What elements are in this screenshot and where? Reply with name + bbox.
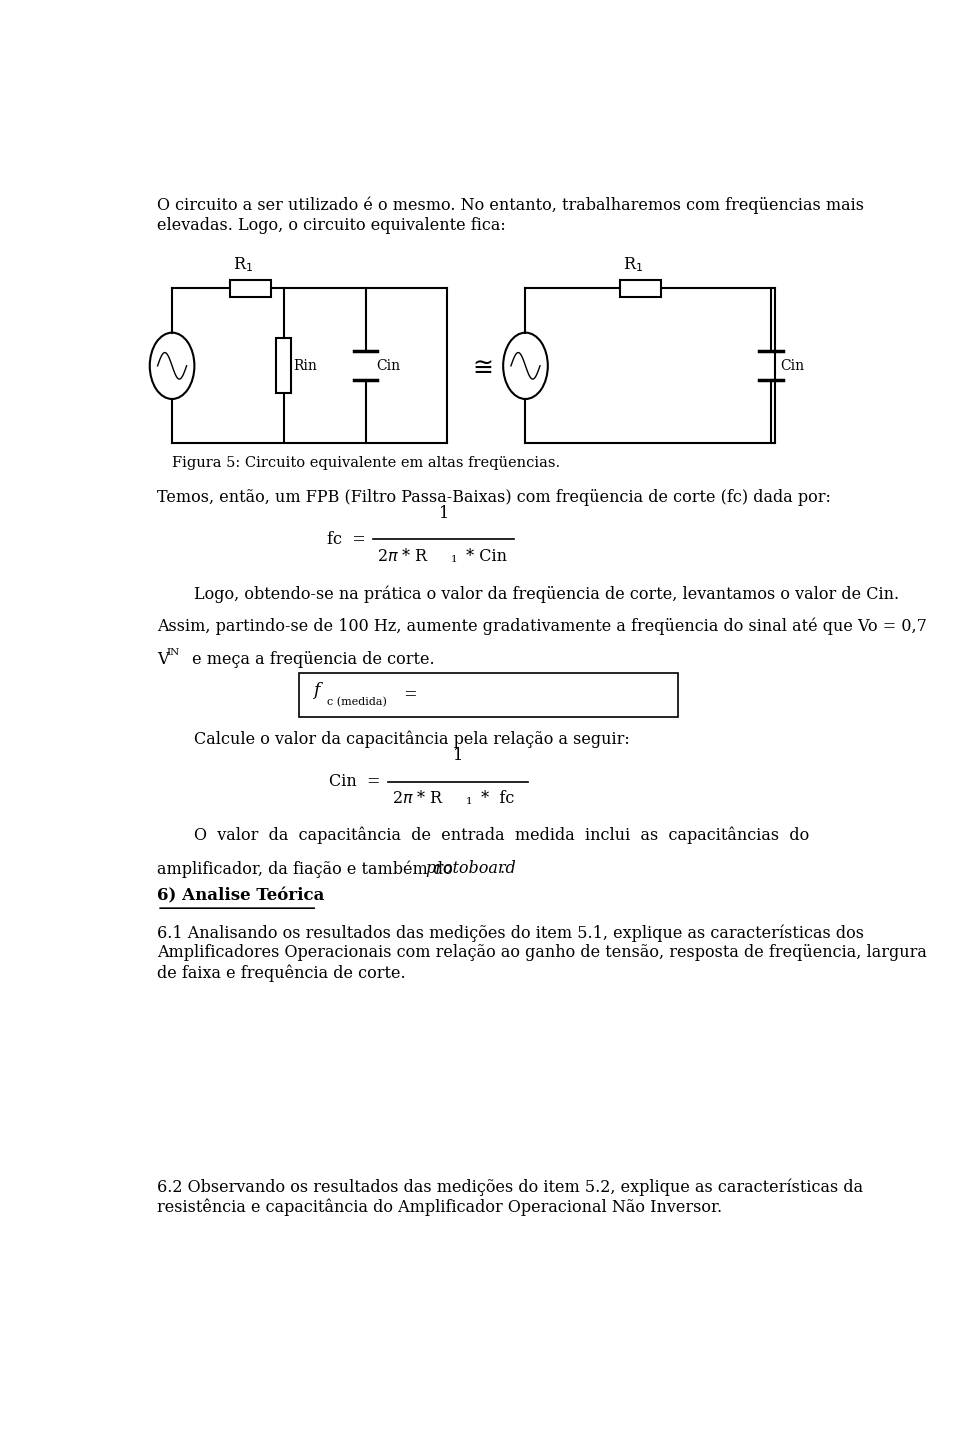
Text: Logo, obtendo-se na prática o valor da freqüencia de corte, levantamos o valor d: Logo, obtendo-se na prática o valor da f…: [194, 586, 900, 603]
Text: 1: 1: [451, 554, 458, 564]
Text: R$_1$: R$_1$: [232, 256, 252, 274]
Text: Cin  =: Cin =: [329, 773, 380, 790]
Text: fc  =: fc =: [326, 531, 366, 549]
Text: *  fc: * fc: [475, 790, 514, 807]
Bar: [229, 280, 271, 297]
Text: Figura 5: Circuito equivalente em altas freqüencias.: Figura 5: Circuito equivalente em altas …: [172, 457, 561, 471]
Text: Assim, partindo-se de 100 Hz, aumente gradativamente a freqüencia do sinal até q: Assim, partindo-se de 100 Hz, aumente gr…: [157, 617, 927, 635]
Text: Calcule o valor da capacitância pela relação a seguir:: Calcule o valor da capacitância pela rel…: [194, 731, 630, 748]
Bar: [620, 280, 661, 297]
Text: 1: 1: [453, 747, 463, 764]
Text: amplificador, da fiação e também do: amplificador, da fiação e também do: [157, 860, 458, 877]
Text: =: =: [399, 686, 418, 702]
Text: Cin: Cin: [780, 359, 804, 373]
Text: 6.1 Analisando os resultados das medições do item 5.1, explique as característic: 6.1 Analisando os resultados das mediçõe…: [157, 925, 927, 982]
Text: protoboard: protoboard: [425, 860, 516, 877]
Text: Rin: Rin: [294, 359, 317, 373]
Bar: [276, 339, 291, 393]
Text: .: .: [499, 860, 505, 877]
Text: 6) Analise Teórica: 6) Analise Teórica: [157, 887, 324, 905]
Text: 2$\pi$ * R: 2$\pi$ * R: [392, 790, 444, 807]
Text: 6.2 Observando os resultados das medições do item 5.2, explique as característic: 6.2 Observando os resultados das mediçõe…: [157, 1179, 863, 1216]
Text: IN: IN: [166, 648, 180, 656]
Text: O circuito a ser utilizado é o mesmo. No entanto, trabalharemos com freqüencias : O circuito a ser utilizado é o mesmo. No…: [157, 197, 864, 234]
Text: e meça a freqüencia de corte.: e meça a freqüencia de corte.: [187, 651, 435, 668]
Text: c (medida): c (medida): [326, 696, 387, 707]
Text: 1: 1: [466, 797, 472, 806]
Text: V: V: [157, 651, 169, 668]
Text: $\cong$: $\cong$: [468, 353, 493, 378]
Text: R$_1$: R$_1$: [623, 256, 643, 274]
Text: * Cin: * Cin: [461, 549, 507, 566]
Text: f: f: [313, 682, 320, 699]
Bar: [299, 673, 678, 718]
Text: Temos, então, um FPB (Filtro Passa-Baixas) com freqüencia de corte (fc) dada por: Temos, então, um FPB (Filtro Passa-Baixa…: [157, 488, 831, 505]
Text: Cin: Cin: [376, 359, 401, 373]
Text: 1: 1: [439, 504, 448, 521]
Text: 2$\pi$ * R: 2$\pi$ * R: [376, 549, 429, 566]
Text: O  valor  da  capacitância  de  entrada  medida  inclui  as  capacitâncias  do: O valor da capacitância de entrada medid…: [194, 827, 809, 844]
